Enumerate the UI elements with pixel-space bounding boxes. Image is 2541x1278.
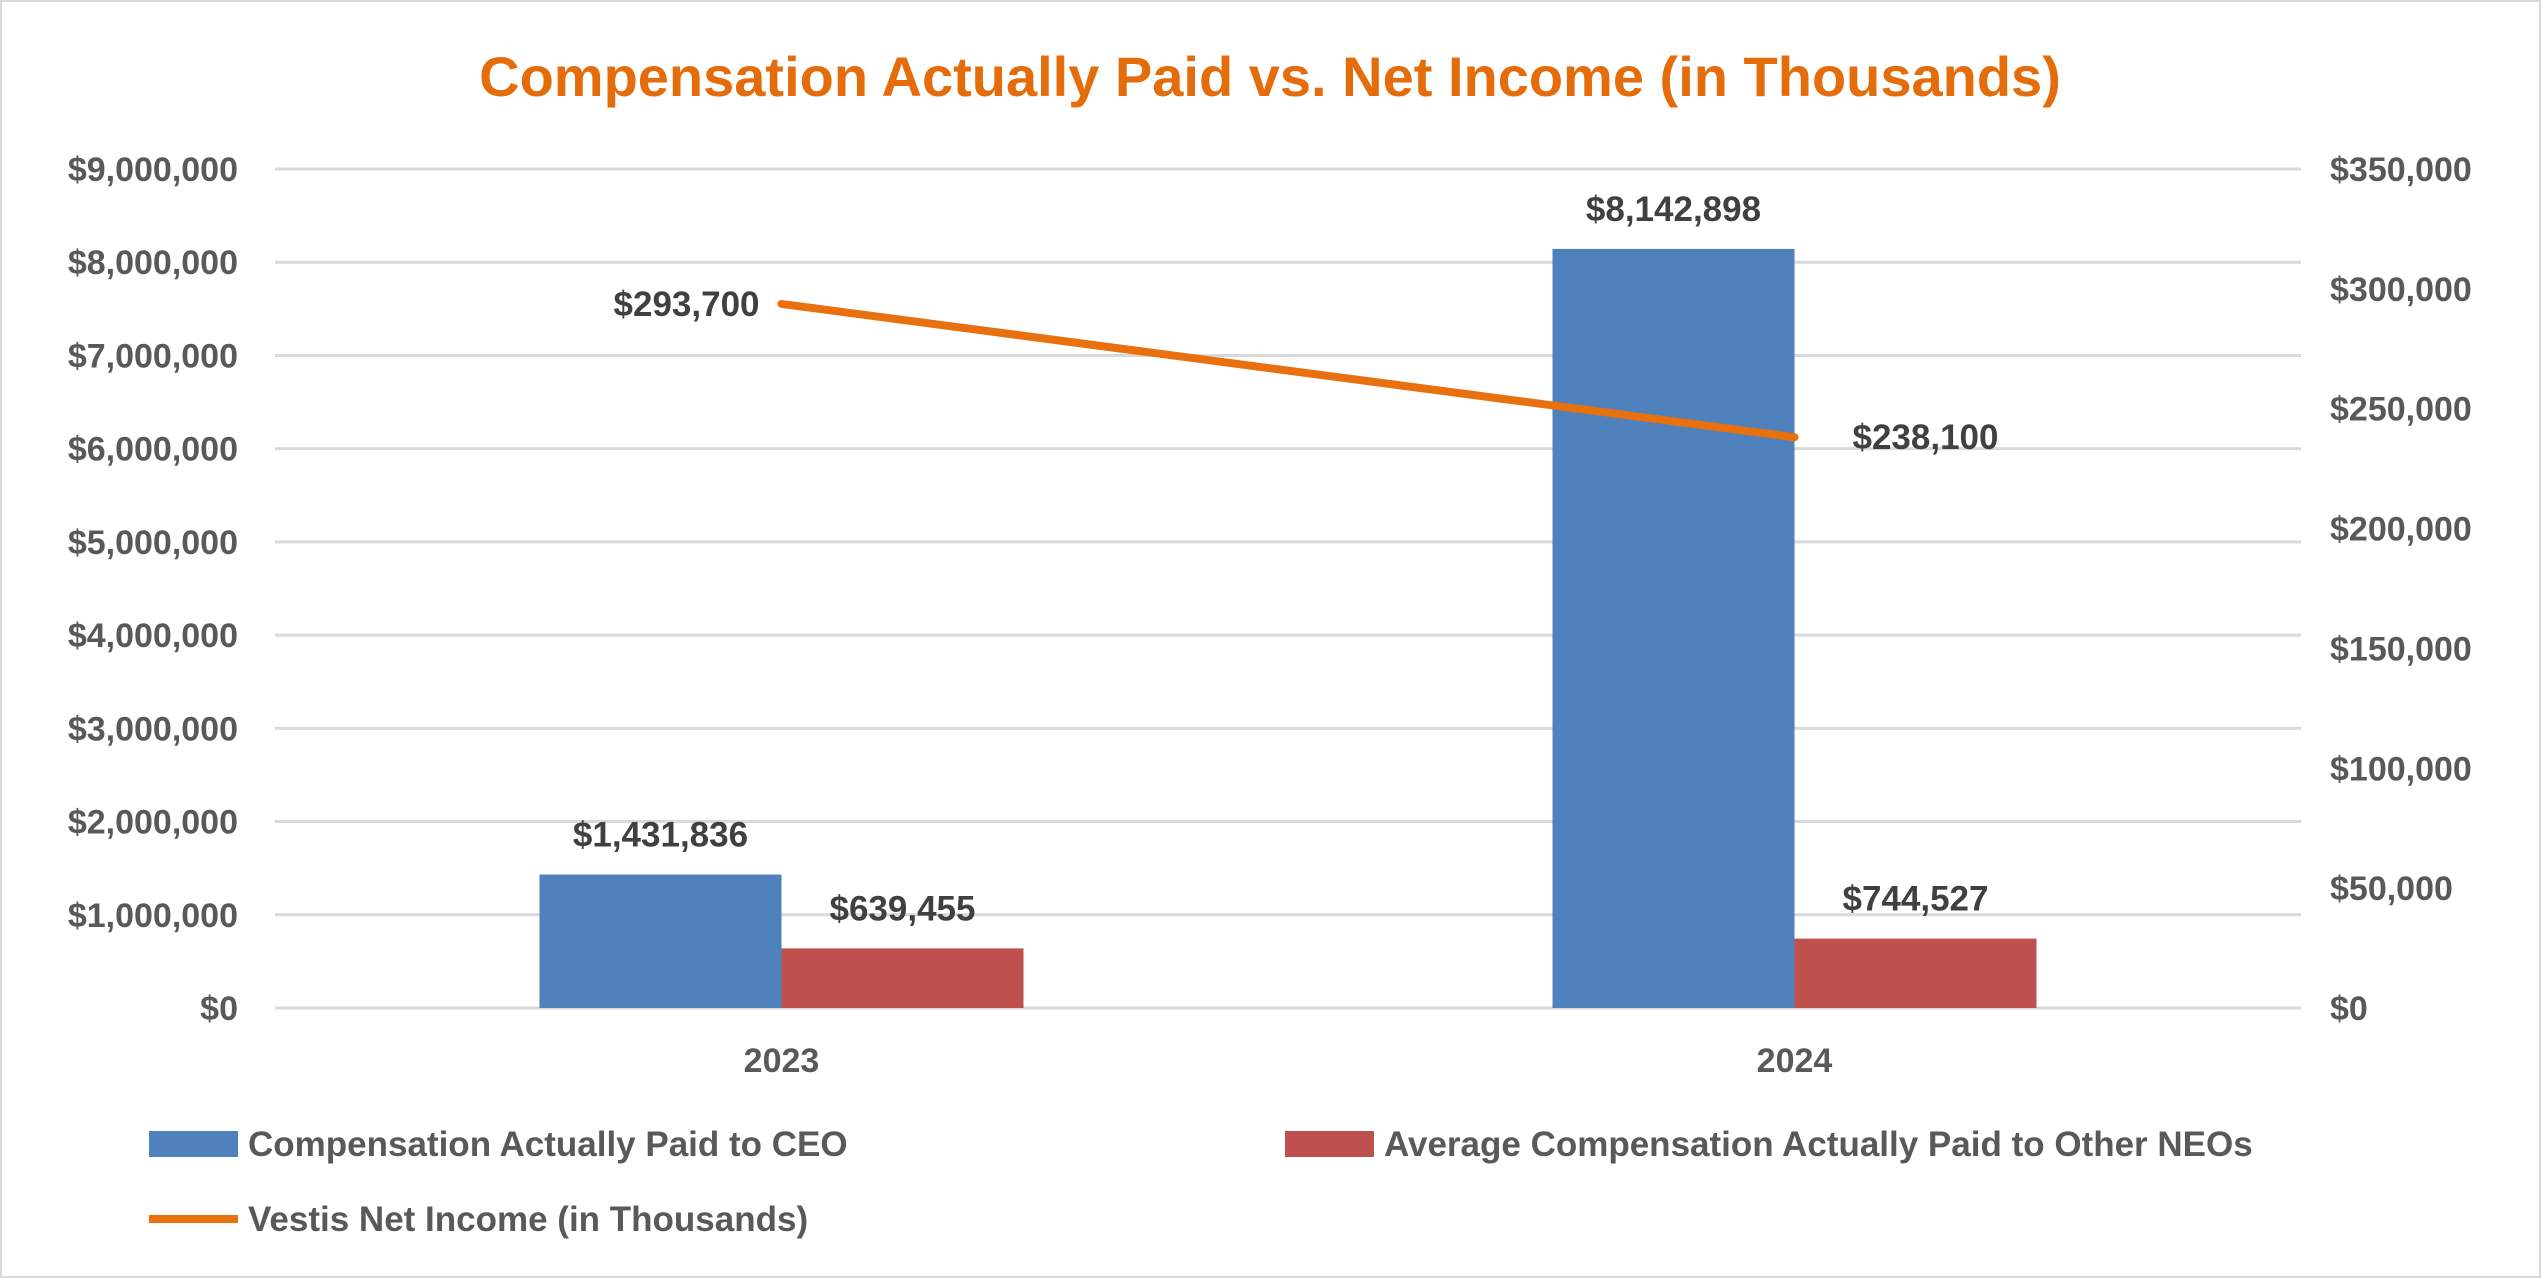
y-left-tick-label: $0 xyxy=(200,990,238,1028)
y-axis-left: $0 $1,000,000 $2,000,000 $3,000,000 $4,000,0… xyxy=(68,151,238,1028)
y-left-tick-label: $9,000,000 xyxy=(68,151,238,189)
y-left-tick-label: $8,000,000 xyxy=(68,244,238,282)
data-label: $744,527 xyxy=(1843,880,1989,919)
line-data-label: $293,700 xyxy=(614,285,760,324)
y-right-tick-label: $350,000 xyxy=(2330,151,2472,189)
bar-ceo xyxy=(1552,248,1795,1009)
data-label: $639,455 xyxy=(830,889,976,928)
y-left-tick-label: $5,000,000 xyxy=(68,524,238,562)
data-label: $1,431,836 xyxy=(573,816,748,855)
y-left-tick-label: $2,000,000 xyxy=(68,804,238,842)
legend: Compensation Actually Paid to CEO Average… xyxy=(149,1125,2253,1239)
y-left-tick-label: $1,000,000 xyxy=(68,897,238,935)
y-left-tick-label: $3,000,000 xyxy=(68,710,238,748)
net-income-line xyxy=(777,299,1799,442)
legend-label: Vestis Net Income (in Thousands) xyxy=(248,1200,808,1239)
y-right-tick-label: $0 xyxy=(2330,990,2368,1028)
bar-other-neos xyxy=(781,948,1024,1008)
x-axis: 2023 2024 xyxy=(744,1042,1833,1080)
x-tick-label: 2023 xyxy=(744,1042,820,1080)
bars: $1,431,836 $639,455 $8,142,898 $744,527 xyxy=(539,190,2037,1009)
y-left-tick-label: $7,000,000 xyxy=(68,337,238,375)
y-axis-right: $0 $50,000 $100,000 $150,000 $200,000 $250,00… xyxy=(2330,151,2472,1028)
y-right-tick-label: $150,000 xyxy=(2330,630,2472,668)
legend-swatch xyxy=(1285,1131,1374,1157)
y-right-tick-label: $50,000 xyxy=(2330,870,2453,908)
bar-other-neos xyxy=(1794,938,2037,1008)
line-series: $293,700 $238,100 xyxy=(614,285,1999,457)
y-right-tick-label: $250,000 xyxy=(2330,391,2472,429)
y-left-tick-label: $6,000,000 xyxy=(68,431,238,469)
y-right-tick-label: $200,000 xyxy=(2330,511,2472,549)
data-label: $8,142,898 xyxy=(1586,190,1761,229)
y-right-tick-label: $300,000 xyxy=(2330,271,2472,309)
legend-label: Average Compensation Actually Paid to Ot… xyxy=(1384,1125,2253,1164)
legend-label: Compensation Actually Paid to CEO xyxy=(248,1125,848,1164)
x-tick-label: 2024 xyxy=(1757,1042,1833,1080)
bar-ceo xyxy=(539,874,782,1008)
chart-title: Compensation Actually Paid vs. Net Incom… xyxy=(479,45,2061,108)
legend-swatch xyxy=(149,1131,238,1157)
y-right-tick-label: $100,000 xyxy=(2330,750,2472,788)
line-data-label: $238,100 xyxy=(1853,418,1999,457)
y-left-tick-label: $4,000,000 xyxy=(68,617,238,655)
